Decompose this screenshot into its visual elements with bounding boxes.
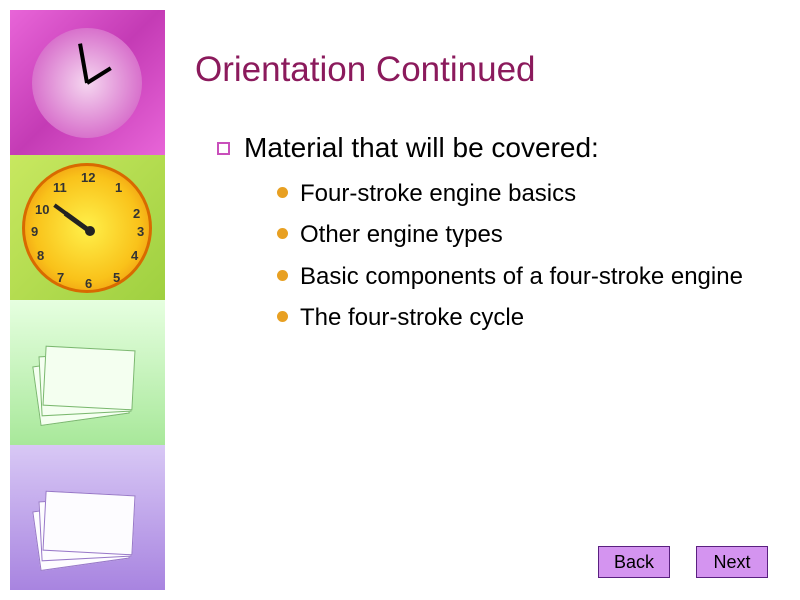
slide-title: Orientation Continued — [195, 50, 775, 90]
circle-bullet-icon — [277, 228, 288, 239]
bullet-level2-text: Four-stroke engine basics — [300, 178, 576, 210]
bullet-level1: Material that will be covered: — [217, 132, 775, 164]
bullet-level2: Four-stroke engine basics — [277, 178, 775, 210]
bullet-level2: Basic components of a four-stroke engine — [277, 261, 775, 293]
sidebar-image-strip: 12 1 2 3 4 5 6 7 8 9 10 11 — [10, 10, 165, 590]
decorative-panel-papers-green — [10, 300, 165, 445]
decorative-panel-clock-pink — [10, 10, 165, 155]
bullet-level1-text: Material that will be covered: — [244, 132, 599, 164]
bullet-level2: Other engine types — [277, 219, 775, 251]
bullet-level2: The four-stroke cycle — [277, 302, 775, 334]
bullet-level2-text: The four-stroke cycle — [300, 302, 524, 334]
decorative-panel-papers-purple — [10, 445, 165, 590]
circle-bullet-icon — [277, 270, 288, 281]
back-button[interactable]: Back — [598, 546, 670, 578]
next-button[interactable]: Next — [696, 546, 768, 578]
circle-bullet-icon — [277, 311, 288, 322]
bullet-level2-text: Other engine types — [300, 219, 503, 251]
square-bullet-icon — [217, 142, 230, 155]
slide-content: Orientation Continued Material that will… — [195, 50, 775, 344]
circle-bullet-icon — [277, 187, 288, 198]
decorative-panel-clock-orange: 12 1 2 3 4 5 6 7 8 9 10 11 — [10, 155, 165, 300]
bullet-level2-text: Basic components of a four-stroke engine — [300, 261, 743, 293]
